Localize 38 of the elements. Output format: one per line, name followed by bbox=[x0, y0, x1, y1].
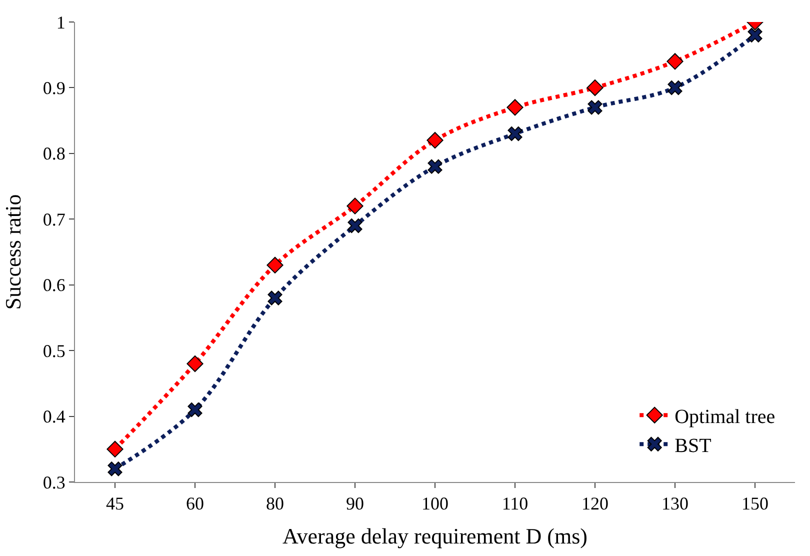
y-tick-label: 0.6 bbox=[42, 275, 66, 296]
point bbox=[266, 256, 284, 274]
point bbox=[508, 126, 522, 141]
x-tick-label: 100 bbox=[422, 494, 448, 514]
point bbox=[188, 402, 202, 417]
point bbox=[748, 28, 762, 42]
y-tick-label: 1 bbox=[56, 12, 66, 32]
point bbox=[428, 159, 442, 174]
y-tick-label: 0.5 bbox=[42, 340, 66, 361]
x-tick-label: 45 bbox=[106, 494, 124, 514]
point bbox=[666, 53, 684, 70]
x-tick-label: 150 bbox=[742, 494, 768, 514]
point bbox=[506, 99, 524, 116]
point bbox=[106, 440, 124, 458]
point bbox=[346, 198, 364, 214]
point bbox=[426, 132, 444, 149]
point bbox=[348, 218, 362, 233]
point bbox=[108, 462, 122, 476]
x-tick-label: 80 bbox=[266, 494, 284, 514]
x-tick-label: 120 bbox=[582, 494, 608, 514]
point bbox=[588, 100, 602, 115]
point bbox=[186, 355, 204, 372]
legend-label: Optimal tree bbox=[674, 406, 776, 428]
y-tick-label: 0.7 bbox=[42, 209, 66, 230]
x-axis-title: Average delay requirement D (ms) bbox=[282, 524, 588, 548]
x-tick-label: 110 bbox=[502, 494, 528, 514]
x-tick-label: 60 bbox=[186, 494, 204, 514]
x-tick-label: 130 bbox=[662, 494, 688, 514]
y-tick-label: 0.9 bbox=[42, 78, 66, 98]
y-tick-label: 0.4 bbox=[42, 406, 66, 427]
legend-label: BST bbox=[674, 434, 712, 457]
y-tick-label: 0.8 bbox=[42, 144, 66, 164]
x-tick-label: 90 bbox=[346, 494, 364, 514]
point bbox=[586, 79, 604, 96]
y-tick-label: 0.3 bbox=[42, 472, 66, 492]
point bbox=[268, 290, 282, 306]
y-axis-title: Success ratio bbox=[0, 194, 26, 310]
point bbox=[668, 80, 682, 95]
